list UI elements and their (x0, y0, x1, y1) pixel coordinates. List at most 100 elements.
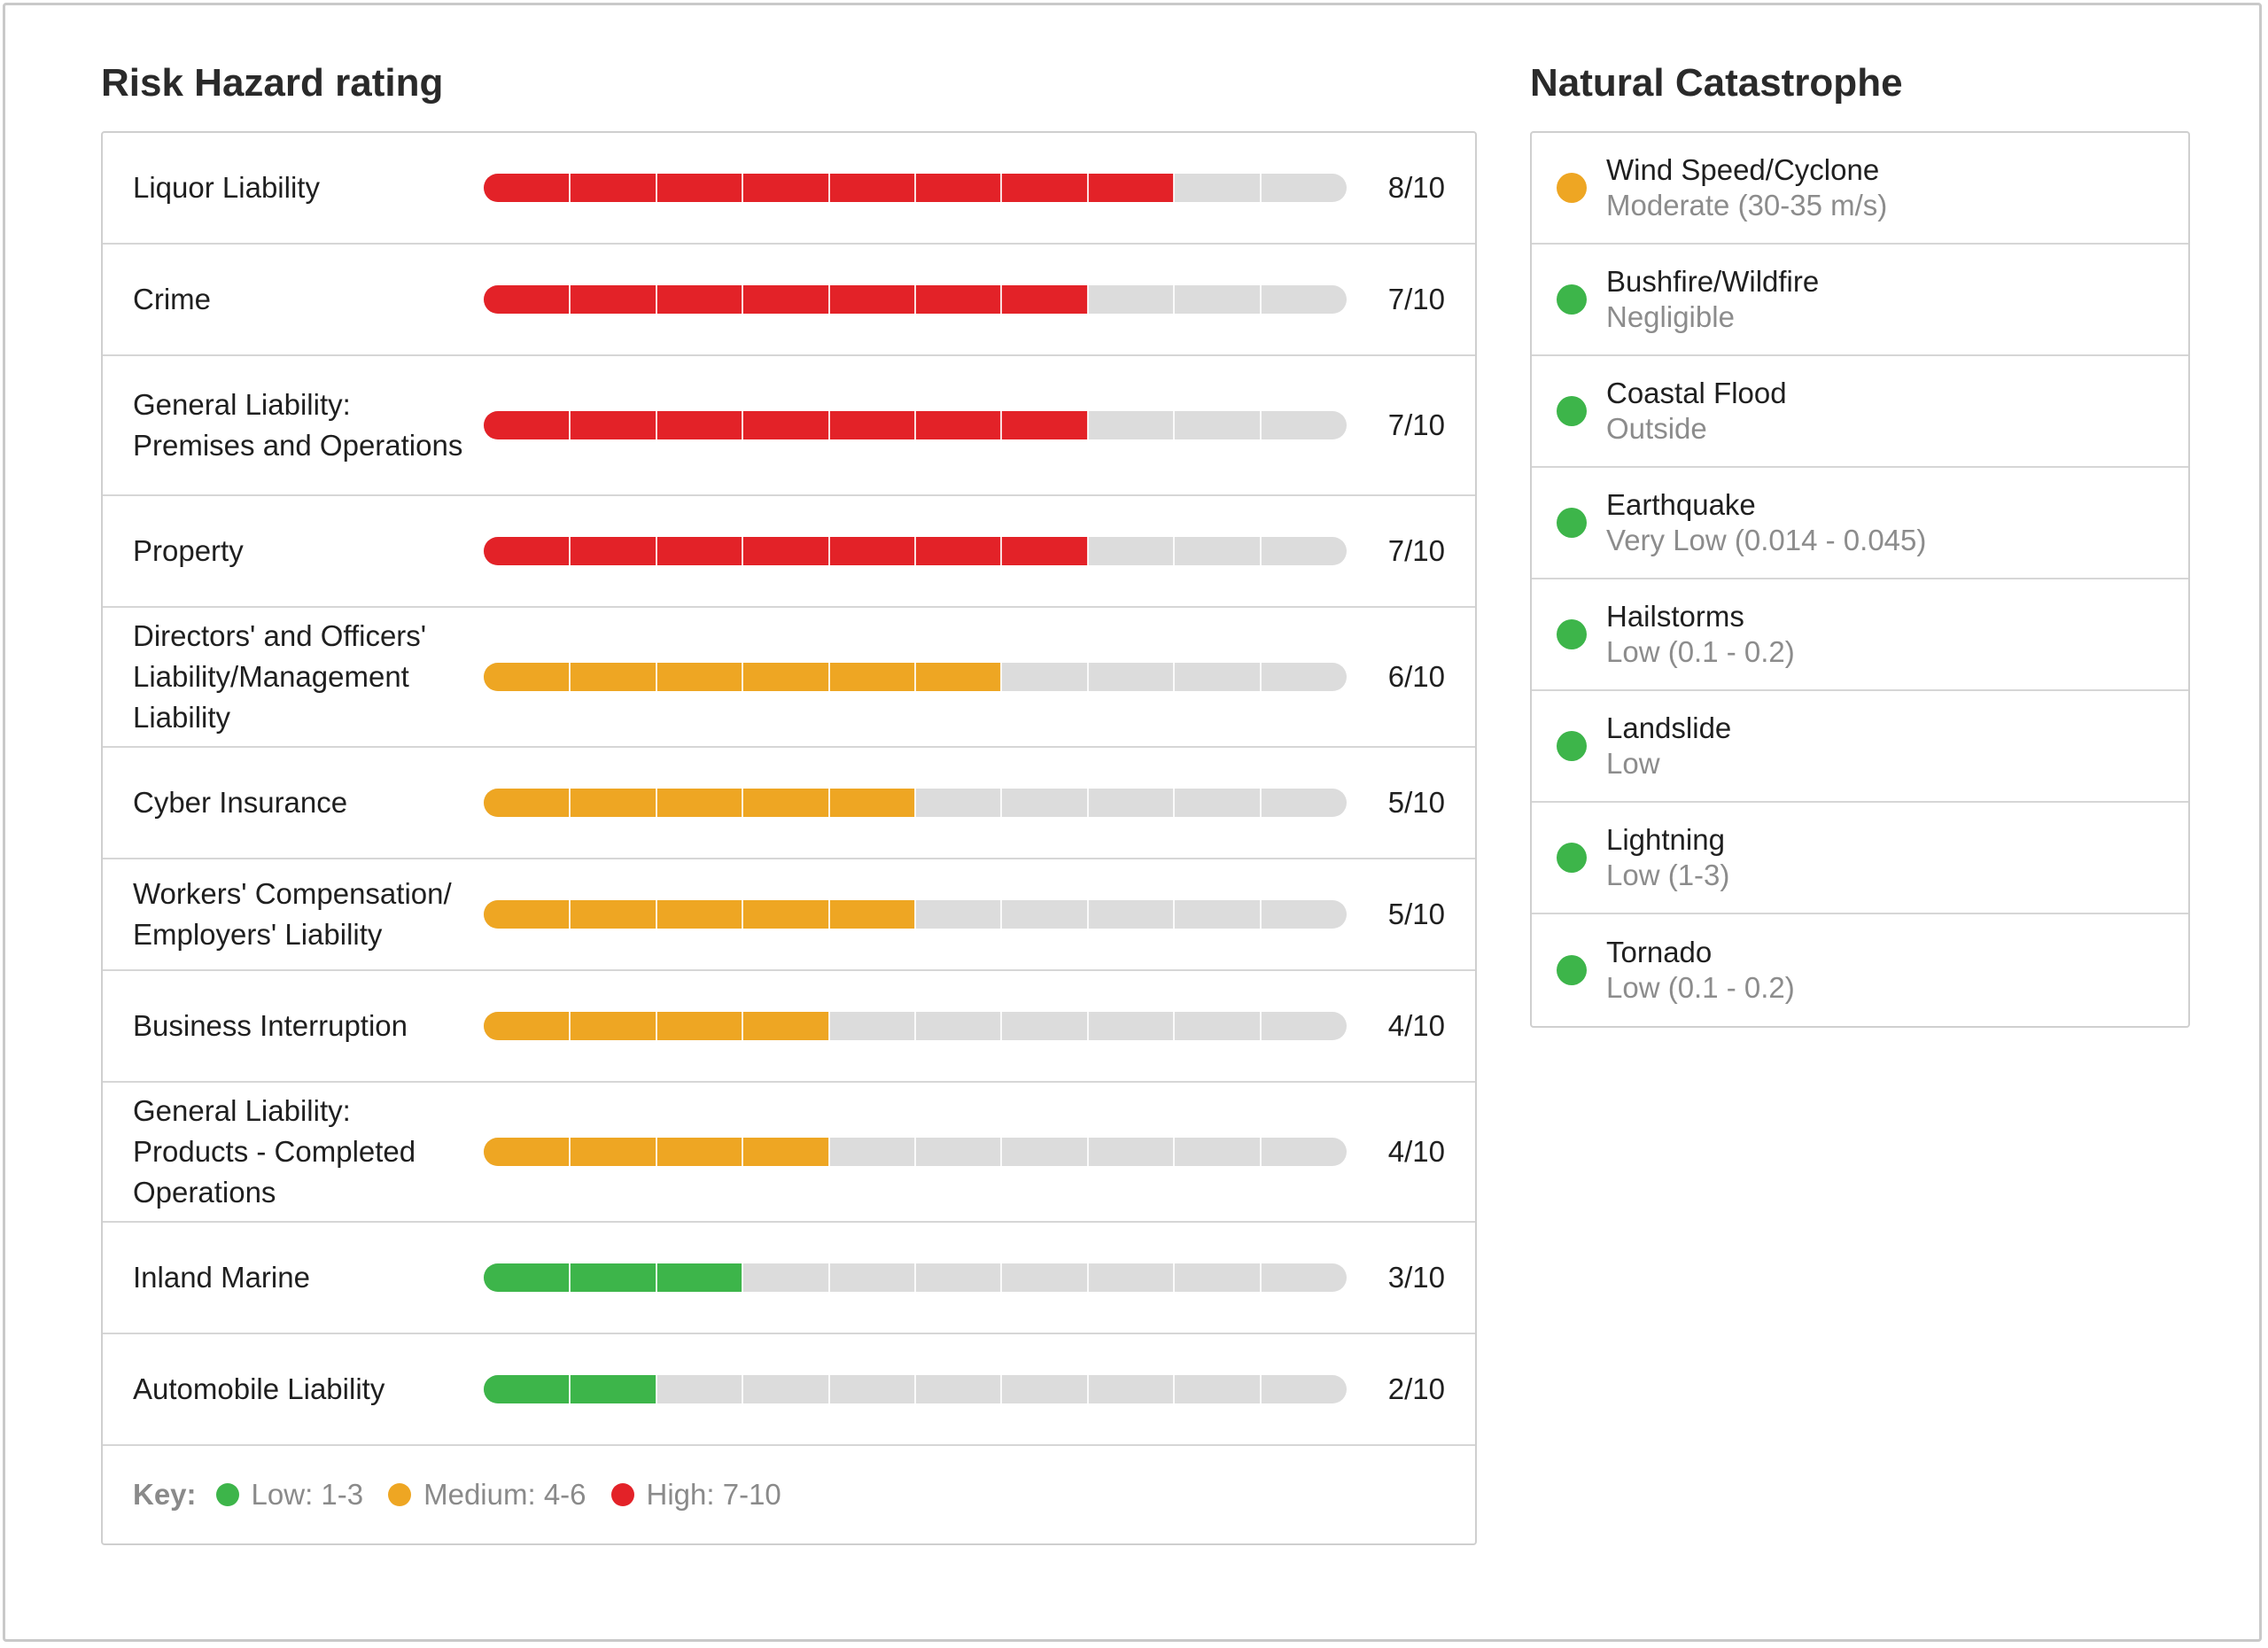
risk-score: 3/10 (1387, 1261, 1445, 1294)
segment-divider (1259, 1138, 1262, 1166)
nat-hazard-name: Tornado (1606, 936, 1713, 968)
risk-segment-dividers (484, 789, 1347, 817)
segment-divider (914, 1263, 916, 1292)
nat-row-coastal-flood: Coastal Flood Outside (1532, 356, 2188, 468)
segment-divider (569, 537, 571, 565)
nat-hazard-name: Hailstorms (1606, 600, 1744, 633)
segment-divider (1173, 1263, 1176, 1292)
risk-row-directors-and-officers-liability-management-liability: Directors' and Officers' Liability/Manag… (103, 608, 1475, 748)
segment-divider (1259, 285, 1262, 314)
key-label: Low: 1-3 (251, 1478, 364, 1511)
segment-divider (1173, 1012, 1176, 1040)
nat-row-tornado: Tornado Low (0.1 - 0.2) (1532, 914, 2188, 1026)
nat-hazard-name: Landslide (1606, 711, 1732, 744)
segment-divider (742, 1263, 744, 1292)
segment-divider (655, 1138, 657, 1166)
nat-row-bushfire-wildfire: Bushfire/Wildfire Negligible (1532, 245, 2188, 356)
segment-divider (1086, 789, 1089, 817)
risk-rating-bar (484, 1375, 1347, 1403)
segment-divider (827, 285, 830, 314)
segment-divider (569, 285, 571, 314)
nat-hazard-level: Low (1-3) (1606, 859, 1730, 891)
nat-hazard-name: Coastal Flood (1606, 377, 1787, 409)
segment-divider (827, 1138, 830, 1166)
low-status-dot-icon (1557, 843, 1587, 873)
risk-hazard-title: Risk Hazard rating (101, 61, 444, 105)
low-status-dot-icon (1557, 731, 1587, 761)
segment-divider (1000, 537, 1003, 565)
segment-divider (914, 1012, 916, 1040)
risk-row-cyber-insurance: Cyber Insurance 5/10 (103, 748, 1475, 859)
key-item-low: Low: 1-3 (215, 1478, 364, 1512)
risk-score: 5/10 (1387, 786, 1445, 819)
nat-text: Tornado Low (0.1 - 0.2) (1606, 935, 1795, 1006)
segment-divider (655, 663, 657, 691)
risk-segment-dividers (484, 537, 1347, 565)
segment-divider (742, 285, 744, 314)
risk-label: General Liability: Products - Completed … (133, 1094, 416, 1209)
segment-divider (1259, 1263, 1262, 1292)
risk-rating-fill (484, 789, 915, 817)
risk-hazard-panel: Liquor Liability 8/10 Crime 7/10 General Lia… (101, 131, 1477, 1545)
risk-score: 2/10 (1387, 1372, 1445, 1405)
segment-divider (1086, 1375, 1089, 1403)
segment-divider (827, 411, 830, 439)
high-dot-icon (610, 1483, 634, 1506)
segment-divider (827, 900, 830, 929)
segment-divider (1000, 900, 1003, 929)
segment-divider (1086, 1138, 1089, 1166)
risk-rating-bar (484, 900, 1347, 929)
low-status-dot-icon (1557, 619, 1587, 649)
segment-divider (1259, 537, 1262, 565)
segment-divider (914, 1138, 916, 1166)
key-label: High: 7-10 (646, 1478, 781, 1511)
risk-label: Crime (133, 283, 211, 315)
nat-text: Landslide Low (1606, 711, 1731, 781)
segment-divider (1000, 411, 1003, 439)
segment-divider (569, 174, 571, 202)
segment-divider (742, 411, 744, 439)
risk-row-crime: Crime 7/10 (103, 245, 1475, 356)
segment-divider (1086, 1012, 1089, 1040)
risk-row-liquor-liability: Liquor Liability 8/10 (103, 133, 1475, 245)
risk-row-general-liability-premises-and-operations: General Liability: Premises and Operatio… (103, 356, 1475, 496)
nat-hazard-name: Lightning (1606, 823, 1725, 856)
nat-text: Earthquake Very Low (0.014 - 0.045) (1606, 487, 1926, 558)
report-frame: Risk Hazard rating Natural Catastrophe L… (3, 3, 2262, 1642)
segment-divider (1259, 411, 1262, 439)
risk-score: 4/10 (1387, 1009, 1445, 1042)
nat-text: Wind Speed/Cyclone Moderate (30-35 m/s) (1606, 152, 1887, 223)
nat-hazard-name: Bushfire/Wildfire (1606, 265, 1820, 298)
segment-divider (569, 411, 571, 439)
risk-score: 5/10 (1387, 898, 1445, 930)
segment-divider (569, 900, 571, 929)
segment-divider (1086, 663, 1089, 691)
risk-label: Property (133, 534, 244, 567)
segment-divider (914, 537, 916, 565)
segment-divider (1173, 789, 1176, 817)
natural-catastrophe-panel: Wind Speed/Cyclone Moderate (30-35 m/s) Bu… (1530, 131, 2190, 1028)
risk-score: 8/10 (1387, 171, 1445, 204)
risk-rating-bar (484, 1138, 1347, 1166)
risk-score: 4/10 (1387, 1135, 1445, 1168)
risk-score: 7/10 (1387, 283, 1445, 315)
risk-rating-fill (484, 900, 915, 929)
nat-row-landslide: Landslide Low (1532, 691, 2188, 803)
segment-divider (827, 537, 830, 565)
risk-rating-bar (484, 1263, 1347, 1292)
risk-rating-bar (484, 663, 1347, 691)
segment-divider (655, 1263, 657, 1292)
segment-divider (742, 174, 744, 202)
low-dot-icon (215, 1483, 239, 1506)
medium-status-dot-icon (1557, 173, 1587, 203)
segment-divider (569, 1375, 571, 1403)
segment-divider (827, 1012, 830, 1040)
risk-segment-dividers (484, 1375, 1347, 1403)
segment-divider (1259, 1012, 1262, 1040)
natural-catastrophe-title: Natural Catastrophe (1530, 61, 1903, 105)
risk-rating-bar (484, 174, 1347, 202)
risk-segment-dividers (484, 1138, 1347, 1166)
segment-divider (1086, 900, 1089, 929)
segment-divider (1173, 174, 1176, 202)
segment-divider (655, 174, 657, 202)
